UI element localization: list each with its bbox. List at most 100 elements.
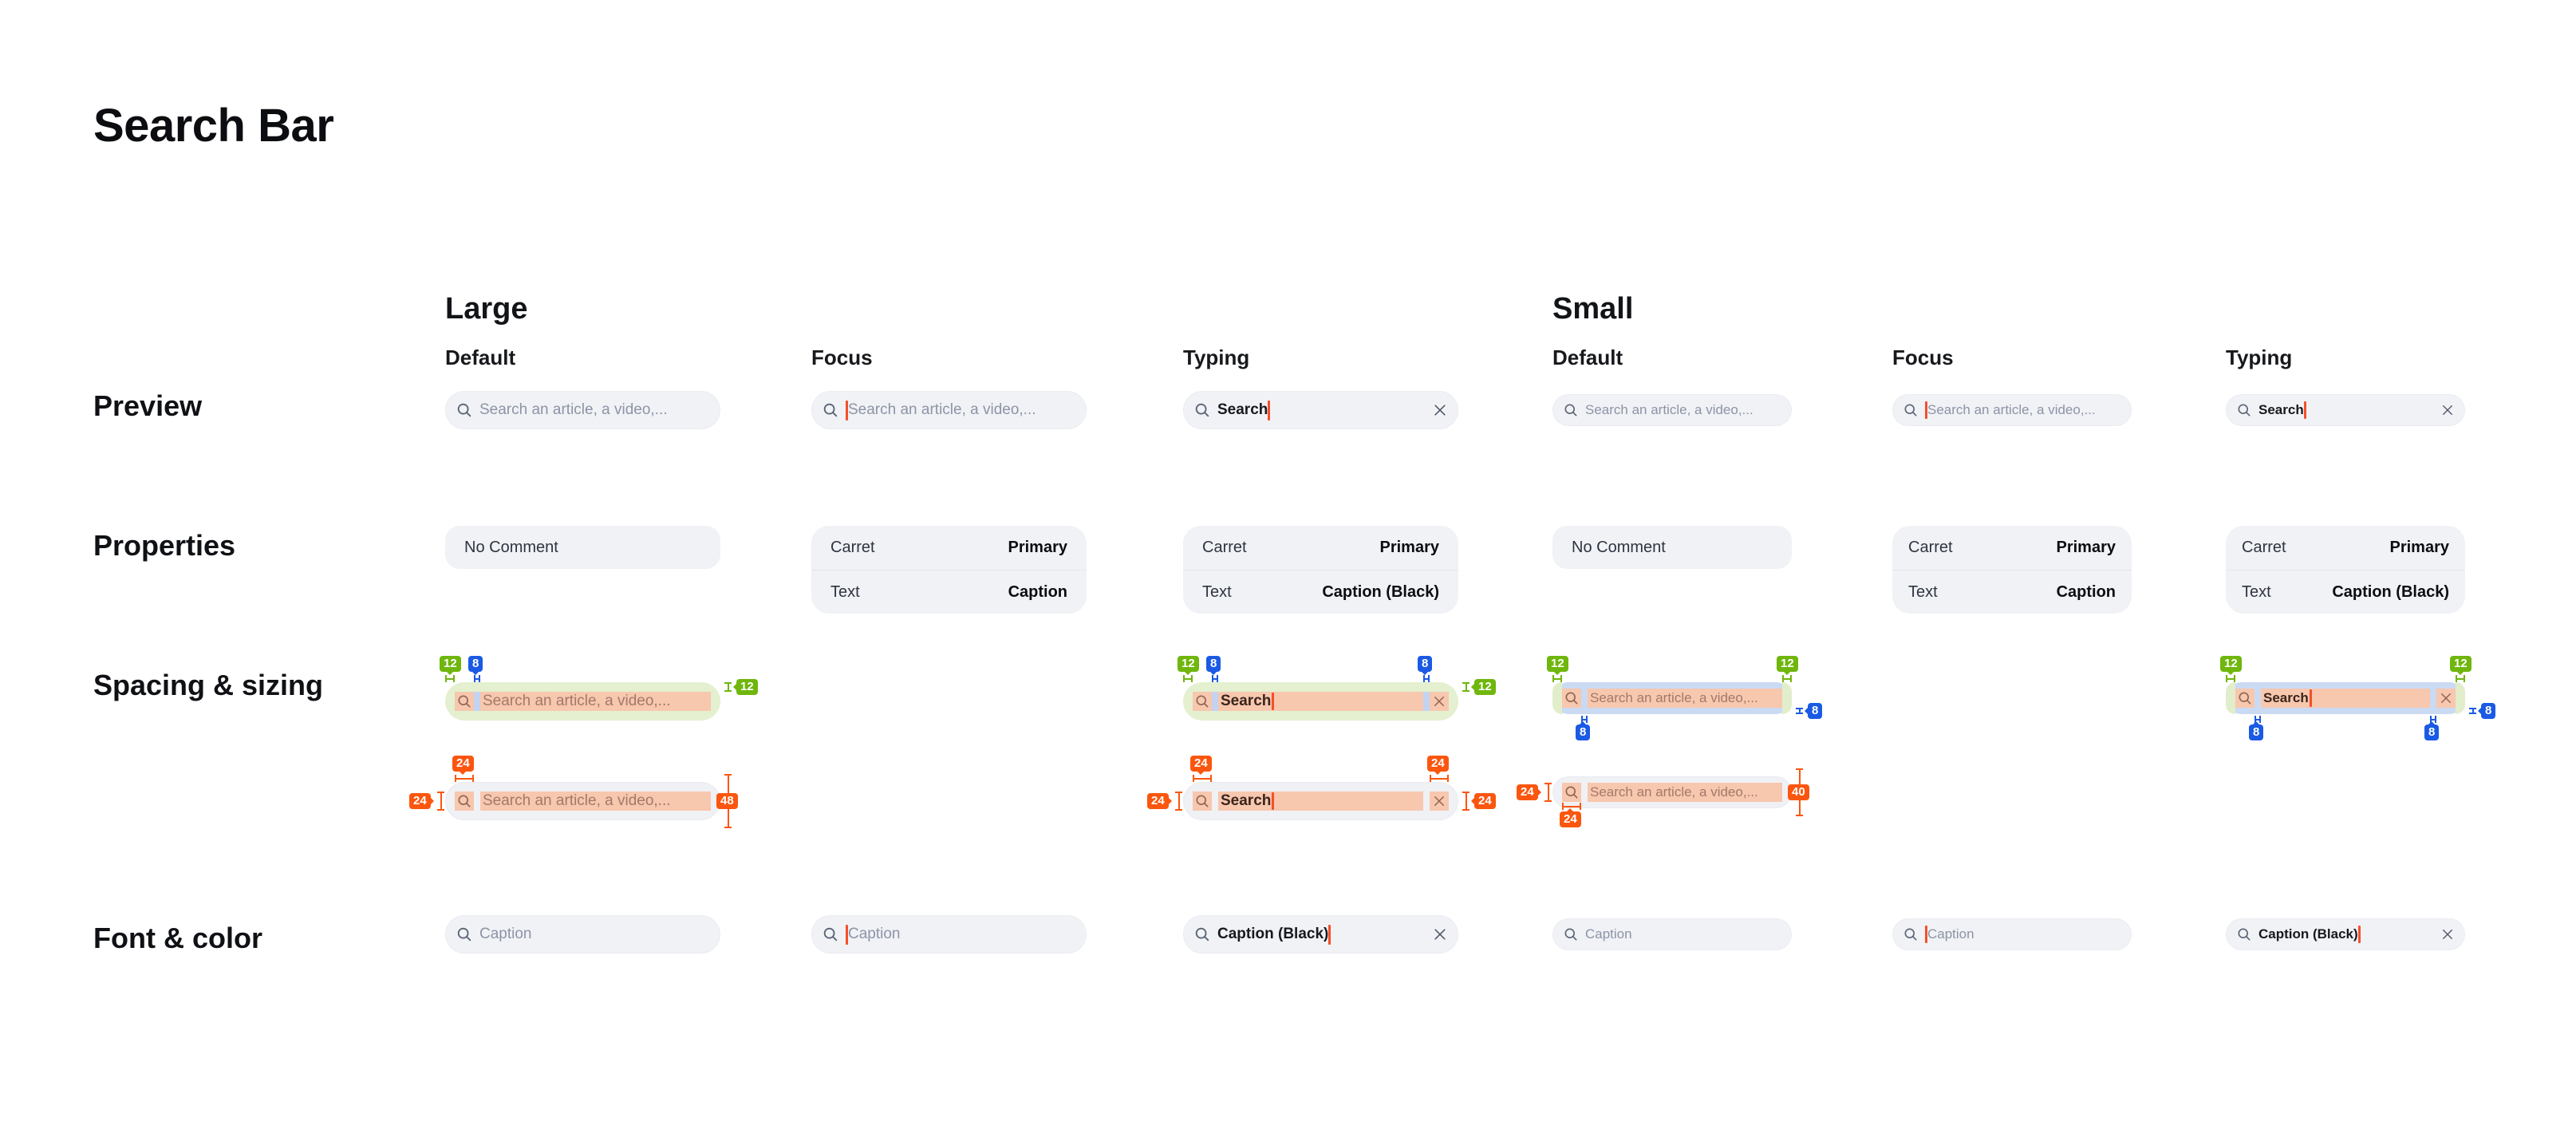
searchbar-font-small-default[interactable]: Caption <box>1552 918 1792 950</box>
sizing-diagram-small-default: Search an article, a video,... 24 24 40 <box>1517 768 1809 827</box>
searchbar-font-large-typing[interactable]: Caption (Black) <box>1183 915 1458 953</box>
property-value: Primary <box>2389 539 2450 556</box>
ruler-gap <box>1423 675 1430 682</box>
caption-placeholder: Caption <box>848 926 901 942</box>
property-row: Carret Primary <box>1892 526 2132 570</box>
row-label-preview: Preview <box>93 389 203 422</box>
measure-badge-pad-right: 12 <box>1777 656 1798 675</box>
ruler-icon-width <box>455 775 474 782</box>
text-region: Search <box>1218 792 1423 811</box>
text-caret <box>1925 401 1927 419</box>
measure-badge-icon-width: 24 <box>1560 808 1581 827</box>
measure-badge-icon-height: 24 <box>409 793 434 809</box>
ruler-gap <box>1212 675 1218 682</box>
clear-icon[interactable] <box>1432 926 1448 942</box>
searchbar-preview-small-typing[interactable]: Search <box>2226 394 2465 426</box>
searchbar-preview-small-default[interactable]: Search an article, a video,... <box>1552 394 1792 426</box>
searchbar-preview-small-focus[interactable]: Search an article, a video,... <box>1892 394 2132 426</box>
search-icon <box>2235 689 2254 708</box>
clear-icon[interactable] <box>2440 403 2455 417</box>
state-header-large-focus: Focus <box>811 345 873 369</box>
search-icon <box>822 926 839 943</box>
properties-card-small-default: No Comment <box>1552 526 1792 569</box>
measure-badge-pad-vertical: 8 <box>2477 703 2496 719</box>
searchbar-preview-large-default[interactable]: Search an article, a video,... <box>445 391 720 429</box>
properties-card-small-focus: Carret Primary Text Caption <box>1892 526 2132 614</box>
properties-card-large-default: No Comment <box>445 526 720 569</box>
property-label: Carret <box>2242 539 2286 556</box>
ruler-pad-left <box>2226 675 2235 682</box>
pad-right-overlay <box>1782 682 1792 714</box>
property-value: Caption (Black) <box>2332 582 2449 601</box>
searchbar-preview-large-focus[interactable]: Search an article, a video,... <box>811 391 1087 429</box>
text-caret <box>2303 401 2306 419</box>
ruler-pad-left <box>1552 675 1562 682</box>
text-region: Search an article, a video,... <box>480 792 711 811</box>
search-icon <box>2236 926 2252 942</box>
page-title: Search Bar <box>93 100 334 152</box>
text-region: Search an article, a video,... <box>1588 783 1782 802</box>
text-region: Search an article, a video,... <box>480 692 711 711</box>
property-row: Carret Primary <box>2226 526 2465 570</box>
text-region: Search <box>1218 692 1423 711</box>
search-icon <box>1903 402 1919 418</box>
measure-badge-pad-left: 12 <box>2220 656 2242 675</box>
measure-badge-pad-right: 12 <box>2450 656 2471 675</box>
measure-badge-pad-left: 12 <box>1547 656 1568 675</box>
ruler-pad-left <box>1183 675 1193 682</box>
property-value: Primary <box>1379 539 1440 556</box>
property-value: Caption <box>1008 582 1067 601</box>
no-comment-text: No Comment <box>464 538 558 556</box>
text-caret <box>2357 926 2361 943</box>
measure-badge-pad-left: 12 <box>440 656 461 675</box>
row-label-spacing: Spacing & sizing <box>93 669 324 701</box>
pad-right-overlay <box>2456 682 2465 714</box>
property-label: Carret <box>1202 539 1247 556</box>
search-icon <box>1193 926 1211 943</box>
searchbar-font-large-default[interactable]: Caption <box>445 915 720 953</box>
text-caret <box>1328 924 1331 945</box>
search-icon <box>1563 926 1579 942</box>
searchbar-font-small-focus[interactable]: Caption <box>1892 918 2132 950</box>
measure-badge-icon-height: 24 <box>1517 784 1541 800</box>
properties-card-large-typing: Carret Primary Text Caption (Black) <box>1183 526 1458 614</box>
property-value: Primary <box>1008 539 1068 556</box>
searchbar-preview-large-typing[interactable]: Search <box>1183 391 1458 429</box>
search-icon <box>1562 689 1581 708</box>
measure-badge-bar-height: 40 <box>1788 784 1809 800</box>
property-row: Text Caption (Black) <box>2226 570 2465 614</box>
text-region: Search <box>2261 689 2430 708</box>
text-caret <box>1268 400 1271 420</box>
clear-icon[interactable] <box>2440 927 2455 942</box>
clear-icon[interactable] <box>1432 402 1448 418</box>
measure-badge-bar-height: 48 <box>716 793 738 809</box>
measure-badge-pad-vertical: 8 <box>1804 703 1823 719</box>
searchbar-font-small-typing[interactable]: Caption (Black) <box>2226 918 2465 950</box>
sizing-diagram-large-typing: Search 24 24 24 24 <box>1147 756 1496 820</box>
search-icon <box>456 401 473 419</box>
ruler-icon-width <box>1193 775 1212 782</box>
spacing-diagram-large-default-padding: Search an article, a video,... 12 8 12 <box>440 656 758 721</box>
property-value: Caption <box>2056 582 2116 601</box>
search-icon <box>456 926 473 943</box>
measure-badge-clear-width: 24 <box>1427 756 1449 775</box>
pad-left-overlay <box>1552 682 1562 714</box>
searchbar-font-large-focus[interactable]: Caption <box>811 915 1087 953</box>
search-icon <box>1193 792 1212 811</box>
ruler-pad-right <box>1782 675 1792 682</box>
ruler-icon-height <box>437 792 444 811</box>
measure-badge-icon-width: 24 <box>1190 756 1212 775</box>
placeholder-text: Search an article, a video,... <box>1585 402 1753 417</box>
measure-badge-pad-left: 12 <box>1178 656 1199 675</box>
gap-overlay <box>474 692 480 711</box>
ruler-icon-height <box>1175 792 1182 811</box>
measure-badge-icon-height: 24 <box>1147 793 1172 809</box>
clear-icon <box>1430 692 1449 711</box>
search-icon <box>455 692 474 711</box>
property-label: Carret <box>1908 539 1953 556</box>
placeholder-text: Search an article, a video,... <box>479 401 668 418</box>
measure-badge-gap: 8 <box>2249 721 2264 740</box>
property-row: Carret Primary <box>1183 526 1458 570</box>
property-row: Text Caption <box>1892 570 2132 614</box>
property-label: Text <box>830 582 860 601</box>
